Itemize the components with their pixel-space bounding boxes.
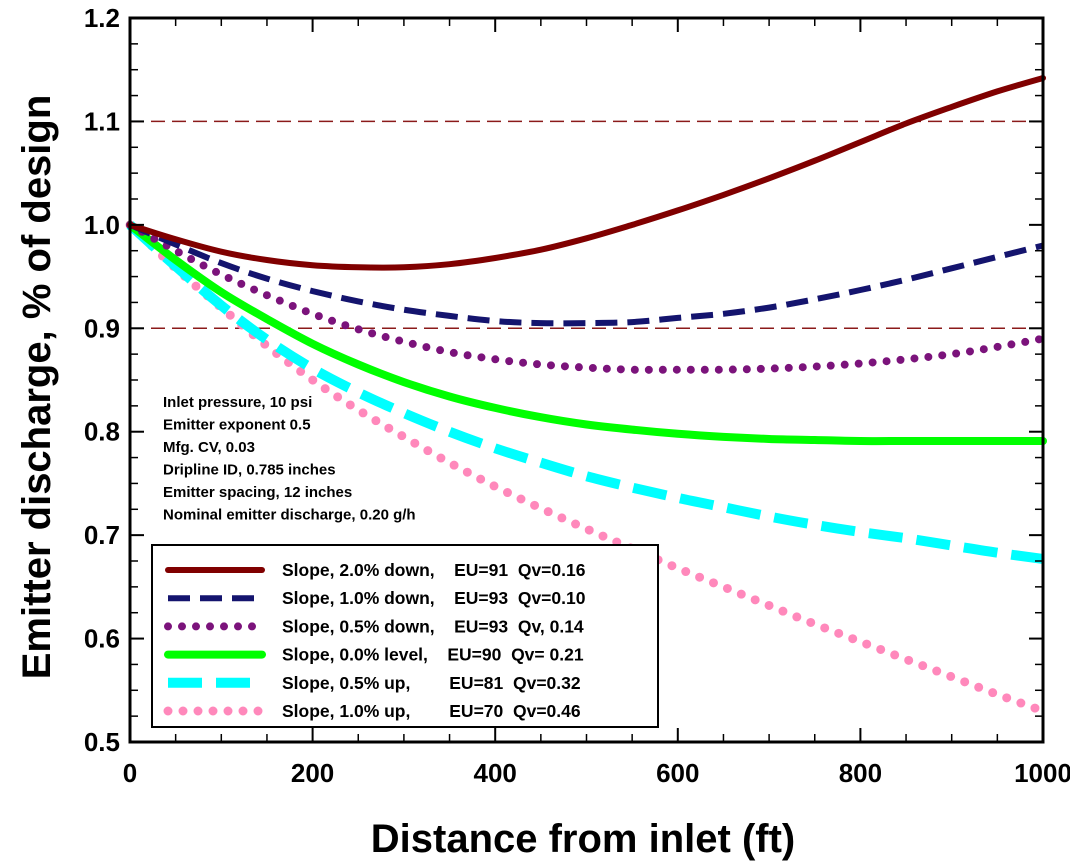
y-tick-label: 0.5 [84, 727, 120, 757]
annotation-text: Emitter exponent 0.5 [163, 417, 311, 434]
x-tick-label: 600 [656, 758, 699, 788]
legend-box [151, 544, 659, 728]
annotation-text: Dripline ID, 0.785 inches [163, 462, 336, 479]
x-tick-label: 800 [839, 758, 882, 788]
y-tick-label: 1.0 [84, 210, 120, 240]
annotation-text: Inlet pressure, 10 psi [163, 394, 312, 411]
x-tick-label: 1000 [1014, 758, 1070, 788]
y-tick-label: 1.1 [84, 106, 120, 136]
y-tick-label: 0.6 [84, 624, 120, 654]
series-line-3 [126, 220, 1047, 446]
series-line-1 [128, 222, 1044, 327]
legend-label: Slope, 0.5% up, EU=81 Qv=0.32 [282, 673, 581, 693]
legend-label: Slope, 2.0% down, EU=91 Qv=0.16 [282, 560, 586, 580]
legend-label: Slope, 0.5% down, EU=93 Qv, 0.14 [282, 616, 584, 636]
x-tick-label: 200 [291, 758, 334, 788]
x-tick-label: 400 [474, 758, 517, 788]
plot-area [125, 75, 1048, 716]
series-line-0 [127, 75, 1046, 271]
legend-label: Slope, 1.0% up, EU=70 Qv=0.46 [282, 701, 581, 721]
series-line-2 [126, 220, 1047, 374]
annotation-text: Emitter spacing, 12 inches [163, 484, 352, 501]
legend: Slope, 2.0% down, EU=91 Qv=0.16 Slope, 1.… [151, 544, 659, 728]
y-tick-label: 1.2 [84, 3, 120, 33]
annotation-text: Nominal emitter discharge, 0.20 g/h [163, 507, 416, 524]
axis-ticks: 0 200 400 600 800 1000 0.5 0.6 0.7 0.8 0.9 1.0 1.1 1.… [84, 3, 1070, 788]
y-axis-label: Emitter discharge, % of design [15, 95, 59, 680]
annotation-text: Mfg. CV, 0.03 [163, 439, 255, 456]
series-line-5 [125, 220, 1048, 716]
x-axis-label: Distance from inlet (ft) [371, 817, 795, 861]
legend-label: Slope, 0.0% level, EU=90 Qv= 0.21 [282, 645, 584, 665]
y-tick-label: 0.7 [84, 520, 120, 550]
series-line-4 [126, 221, 1044, 564]
y-tick-label: 0.9 [84, 313, 120, 343]
parameter-annotations: Inlet pressure, 10 psi Emitter exponent 0… [163, 394, 416, 524]
y-tick-label: 0.8 [84, 417, 120, 447]
legend-label: Slope, 1.0% down, EU=93 Qv=0.10 [282, 588, 586, 608]
x-tick-label: 0 [123, 758, 137, 788]
